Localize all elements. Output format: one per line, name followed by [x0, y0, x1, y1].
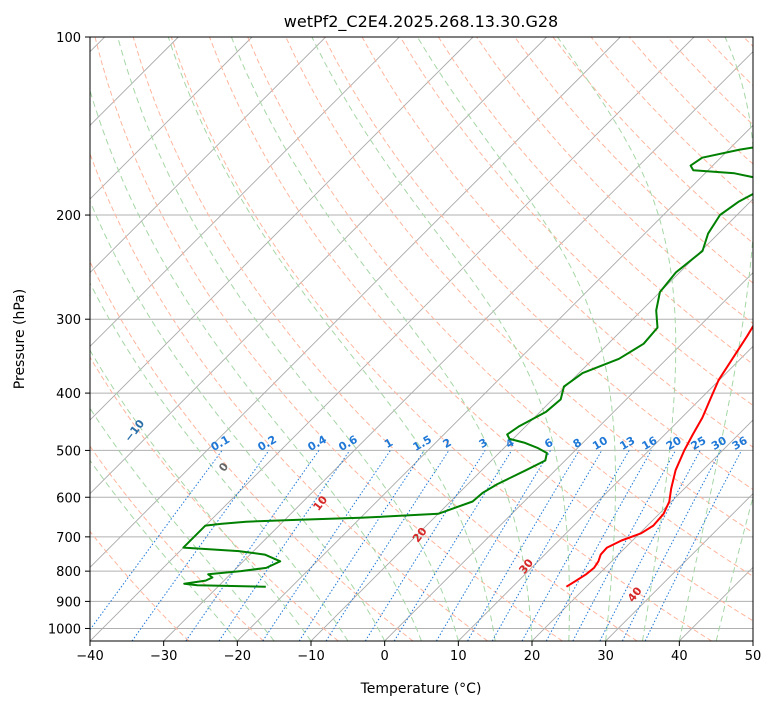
- moist-adiabat-line: [416, 37, 616, 641]
- isotherm-line: [237, 124, 753, 641]
- dry-adiabat-line: [209, 37, 753, 622]
- isotherm-line: [458, 345, 753, 641]
- isotherm-line: [163, 51, 753, 641]
- plot-background: [90, 37, 753, 641]
- moist-adiabat-line: [90, 407, 275, 641]
- moist-adiabat-line: [557, 37, 677, 641]
- mixing-ratio-line: [298, 450, 425, 641]
- isotherm-line: [90, 37, 253, 200]
- x-tick-label: −20: [224, 649, 251, 664]
- y-tick-label: 100: [56, 31, 81, 46]
- dry-adiabat-line: [399, 37, 753, 407]
- mixing-ratio-line: [545, 450, 652, 641]
- y-tick-label: 700: [56, 531, 81, 546]
- x-tick-label: 40: [671, 649, 688, 664]
- x-tick-label: 0: [381, 649, 389, 664]
- moist-adiabat-line: [678, 37, 753, 641]
- isotherm-line: [90, 37, 326, 274]
- temperature-line: [565, 324, 753, 588]
- isotherm-line: [384, 272, 753, 641]
- isotherm-line: [90, 37, 621, 568]
- dry-adiabat-line: [170, 37, 712, 641]
- moist-adiabat-line: [167, 37, 496, 641]
- moist-adiabat-line: [90, 282, 349, 641]
- dry-adiabat-line: [90, 445, 264, 641]
- mixing-ratio-line: [572, 450, 676, 641]
- y-tick-label: 900: [56, 595, 81, 610]
- y-tick-label: 600: [56, 491, 81, 506]
- y-tick-label: 1000: [48, 622, 81, 637]
- moist-adiabat-line: [90, 88, 422, 641]
- mixing-ratio-line: [185, 450, 320, 641]
- x-tick-label: 10: [450, 649, 467, 664]
- moist-adiabat-line: [90, 459, 238, 641]
- isotherm-line: [90, 37, 547, 495]
- mixing-ratio-line: [644, 450, 742, 641]
- isotherm-line: [605, 493, 753, 641]
- mixing-ratio-line: [90, 450, 223, 631]
- moist-adiabat-line: [715, 495, 753, 641]
- dewpoint-line: [182, 146, 753, 588]
- dry-adiabat-line: [514, 37, 753, 284]
- isotherm-line: [90, 37, 474, 421]
- moist-adiabat-line: [117, 37, 459, 641]
- mixing-ratio-line: [521, 450, 630, 641]
- y-tick-label: 300: [56, 313, 81, 328]
- y-axis: 100 200 300 400 500 600 700 800 900 1000: [48, 31, 90, 637]
- x-tick-label: 30: [597, 649, 614, 664]
- isotherm-line: [531, 419, 753, 641]
- mixing-ratio-line: [364, 450, 486, 641]
- y-tick-label: 400: [56, 387, 81, 402]
- x-tick-label: 20: [524, 649, 541, 664]
- isotherm-line: [90, 37, 400, 347]
- profile-series: [182, 146, 753, 588]
- dry-adiabat-line: [132, 37, 638, 641]
- mixing-ratio-line: [131, 450, 270, 641]
- dry-adiabat-line: [94, 37, 563, 641]
- y-tick-label: 500: [56, 444, 81, 459]
- moist-adiabat-line: [90, 200, 386, 641]
- mixing-ratio-line: [325, 450, 450, 641]
- dry-adiabat-line: [90, 530, 190, 641]
- x-tick-label: −40: [76, 649, 103, 664]
- chart-title: wetPf2_C2E4.2025.268.13.30.G28: [284, 12, 558, 32]
- plot-frame: [89, 36, 754, 642]
- mixing-ratio-line: [262, 450, 391, 641]
- y-axis-title: Pressure (hPa): [12, 289, 28, 389]
- y-tick-label: 800: [56, 565, 81, 580]
- dry-adiabat-line: [90, 260, 414, 641]
- mixing-ratio-line: [621, 450, 722, 641]
- dry-adiabat-line: [323, 37, 753, 491]
- mixing-ratio-line: [218, 450, 351, 641]
- dry-adiabat-line: [247, 37, 753, 577]
- dry-adiabat-line: [90, 152, 488, 641]
- x-tick-label: −10: [297, 649, 324, 664]
- dry-adiabat-line: [90, 356, 339, 641]
- mixing-ratio-line: [393, 450, 513, 641]
- x-axis: −40 −30 −20 −10 0 10 20 30 40 50: [76, 641, 761, 664]
- moist-adiabat-line: [90, 349, 312, 641]
- moist-adiabat-line: [230, 37, 533, 641]
- background-lines: [90, 37, 753, 641]
- moist-adiabat-line: [311, 37, 570, 641]
- x-axis-title: Temperature (°C): [360, 681, 482, 697]
- dry-adiabat-line: [437, 37, 753, 365]
- mixing-ratio-line: [435, 450, 552, 641]
- y-tick-label: 200: [56, 209, 81, 224]
- x-tick-label: −30: [150, 649, 177, 664]
- x-tick-label: 50: [745, 649, 762, 664]
- mixing-ratio-line: [599, 450, 701, 641]
